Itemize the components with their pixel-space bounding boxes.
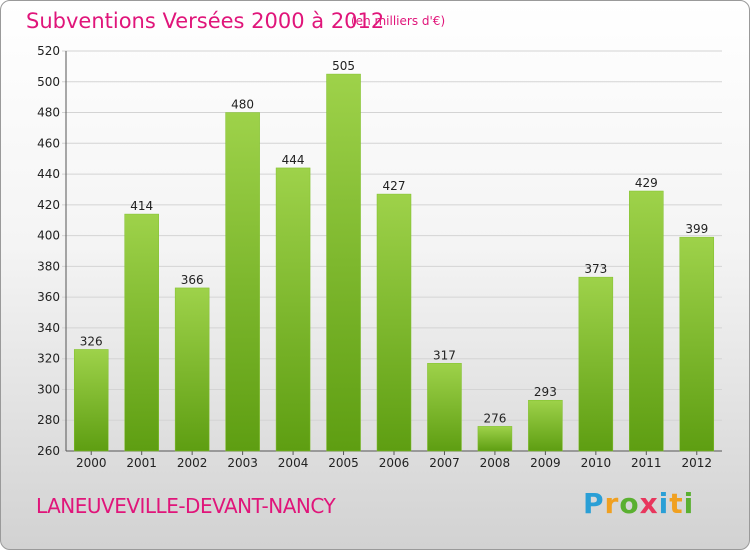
x-tick-label: 2009 [530,456,561,470]
value-label: 414 [130,199,153,213]
y-tick-label: 300 [37,382,60,396]
x-tick-label: 2001 [126,456,157,470]
value-label: 505 [332,59,355,73]
bar-2009 [528,399,563,452]
value-label: 399 [685,222,708,236]
logo-letter: r [604,487,620,520]
bar-2007 [427,363,462,452]
x-tick-label: 2008 [480,456,511,470]
proxiti-logo[interactable]: Proxiti [583,487,694,520]
x-tick-label: 2006 [379,456,410,470]
x-tick-label: 2007 [429,456,460,470]
chart-subtitle: (en milliers d'€) [351,14,446,28]
x-tick-label: 2011 [631,456,662,470]
logo-letter: P [583,487,605,520]
y-tick-label: 520 [37,44,60,58]
y-tick-label: 460 [37,136,60,150]
y-tick-label: 380 [37,259,60,273]
value-label: 366 [181,273,204,287]
bar-2002 [174,287,210,452]
x-tick-label: 2003 [227,456,258,470]
bar-2006 [376,193,412,452]
bar-2001 [124,213,159,452]
bar-2000 [73,349,109,452]
x-tick-label: 2004 [278,456,309,470]
value-label: 326 [80,334,103,348]
value-label: 444 [282,153,305,167]
x-tick-label: 2000 [76,456,107,470]
y-tick-label: 360 [37,290,60,304]
value-label: 276 [483,411,506,425]
y-tick-label: 500 [37,75,60,89]
y-tick-label: 260 [37,444,60,458]
y-tick-label: 400 [37,229,60,243]
x-tick-label: 2010 [581,456,612,470]
bar-2004 [275,167,311,452]
y-tick-label: 420 [37,198,60,212]
value-label: 429 [635,176,658,190]
y-tick-label: 480 [37,106,60,120]
y-tick-label: 320 [37,352,60,366]
axis-layer: 260 280 300 320 340 360 380 400 420 440 460 480 500 5… [37,44,722,470]
x-tick-label: 2012 [681,456,712,470]
bar-2005 [326,73,361,452]
logo-letter: x [639,487,659,520]
value-label: 293 [534,385,557,399]
value-label: 427 [383,179,406,193]
y-tick-label: 280 [37,413,60,427]
bar-2012 [679,236,715,452]
value-label: 373 [584,262,607,276]
logo-letter: i [658,487,670,520]
bar-layer [73,73,715,452]
bar-2008 [477,426,513,452]
x-tick-label: 2005 [328,456,359,470]
logo-letter: o [619,487,640,520]
bar-2003 [225,112,260,452]
logo-letter: i [683,487,695,520]
bar-2011 [629,190,664,452]
value-label: 480 [231,98,254,112]
chart-title: Subventions Versées 2000 à 2012 [26,9,385,33]
value-label: 317 [433,348,456,362]
logo-letter: t [669,487,684,520]
x-tick-label: 2002 [177,456,208,470]
commune-name: LANEUVEVILLE-DEVANT-NANCY [36,494,336,518]
label-layer: 326 414 366 480 444 505 427 317 276 293 373 429 399 [80,59,708,425]
bar-2010 [578,276,614,452]
y-tick-label: 440 [37,167,60,181]
y-tick-label: 340 [37,321,60,335]
